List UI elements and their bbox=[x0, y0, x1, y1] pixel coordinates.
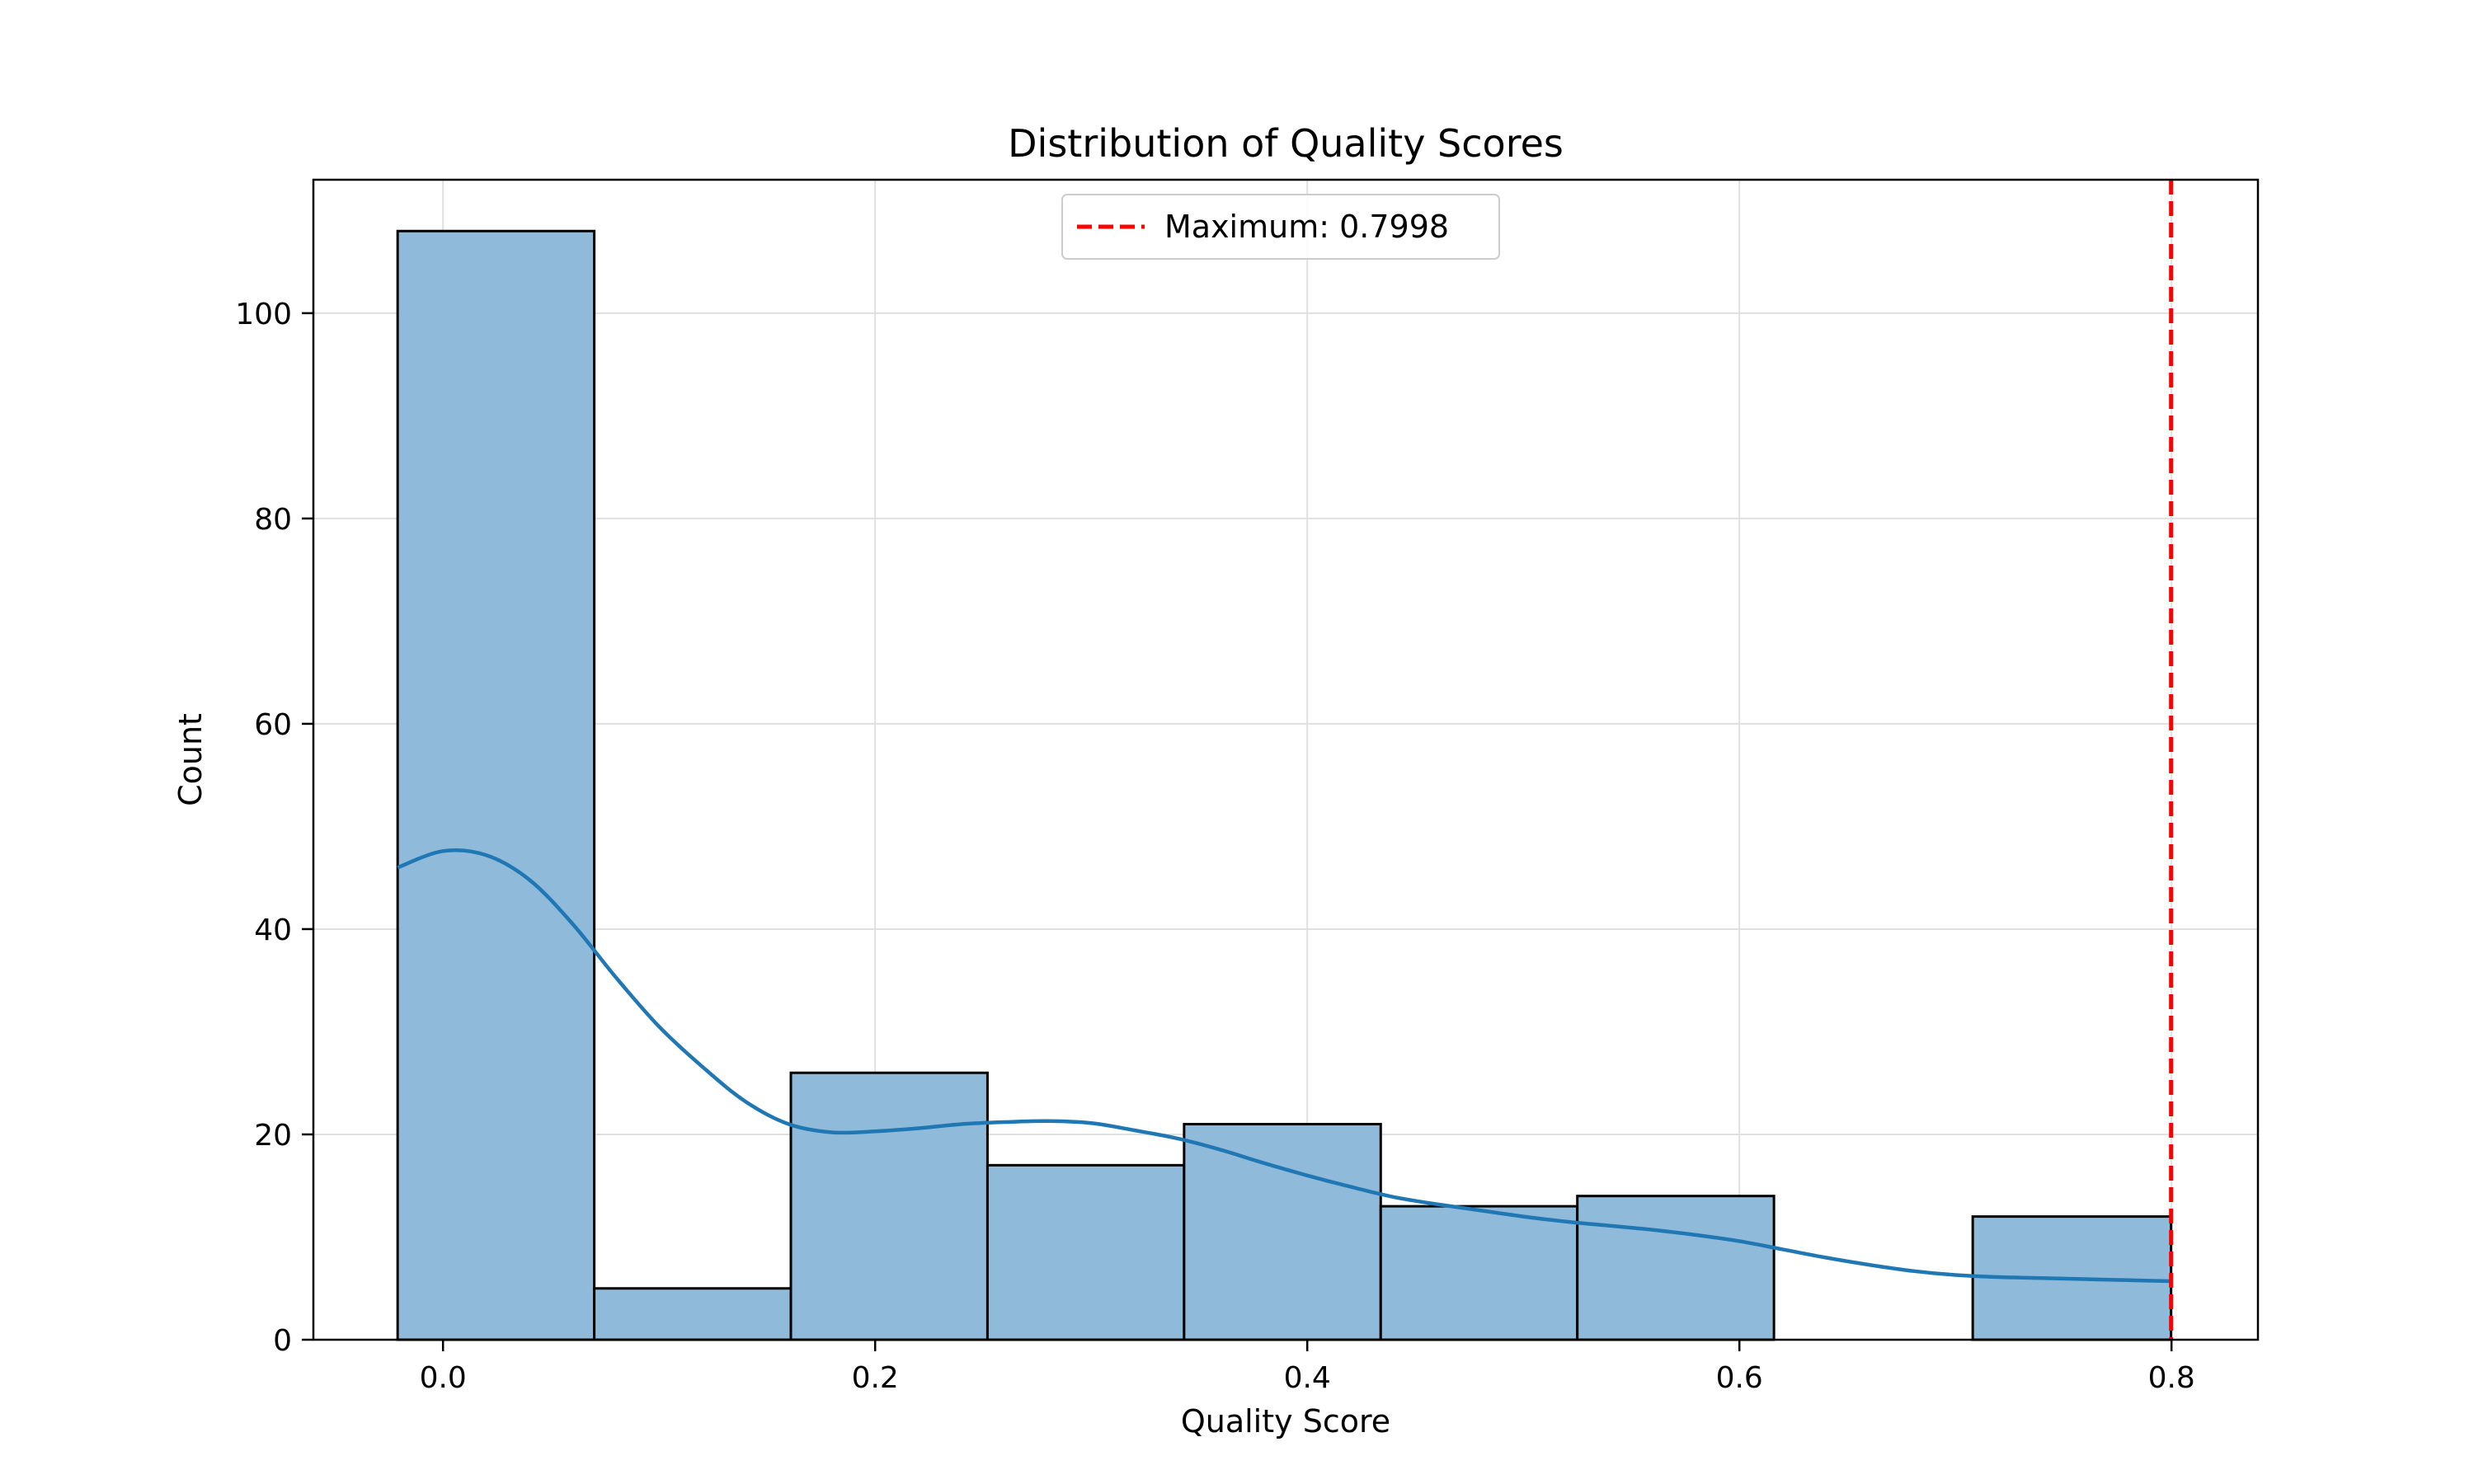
x-tick-label-3: 0.6 bbox=[1716, 1361, 1763, 1395]
histogram-bar-5 bbox=[1379, 1205, 1579, 1341]
histogram-bar-4 bbox=[1183, 1123, 1382, 1341]
x-axis-label: Quality Score bbox=[1181, 1403, 1390, 1439]
histogram-bar-6 bbox=[1576, 1195, 1776, 1341]
legend: Maximum: 0.7998 bbox=[1061, 194, 1500, 260]
histogram-bar-3 bbox=[985, 1163, 1186, 1341]
x-axis-ticks: 0.0 0.2 0.4 0.6 0.8 bbox=[420, 1340, 2195, 1395]
chart-title: Distribution of Quality Scores bbox=[1008, 121, 1564, 166]
x-tick-label-4: 0.8 bbox=[2148, 1361, 2195, 1395]
x-tick-label-2: 0.4 bbox=[1284, 1361, 1331, 1395]
y-axis-label: Count bbox=[172, 713, 209, 806]
x-tick-label-1: 0.2 bbox=[852, 1361, 899, 1395]
y-tick-label-2: 40 bbox=[254, 913, 292, 947]
y-tick-label-4: 80 bbox=[254, 503, 292, 537]
y-axis-ticks: 0 20 40 60 80 100 bbox=[235, 298, 313, 1358]
y-tick-label-5: 100 bbox=[235, 298, 292, 331]
plot-frame bbox=[312, 178, 2260, 1341]
legend-label-maximum: Maximum: 0.7998 bbox=[1164, 209, 1449, 245]
y-tick-label-1: 20 bbox=[254, 1119, 292, 1153]
legend-box bbox=[1061, 194, 1500, 260]
histogram-bar-0 bbox=[396, 229, 596, 1341]
y-tick-label-3: 60 bbox=[254, 708, 292, 742]
x-tick-label-0: 0.0 bbox=[420, 1361, 467, 1395]
histogram-bar-1 bbox=[593, 1287, 793, 1341]
kde-curve bbox=[397, 848, 2171, 1284]
histogram-bar-2 bbox=[789, 1071, 989, 1341]
grid-lines bbox=[313, 180, 2258, 1341]
y-tick-label-0: 0 bbox=[273, 1324, 292, 1358]
